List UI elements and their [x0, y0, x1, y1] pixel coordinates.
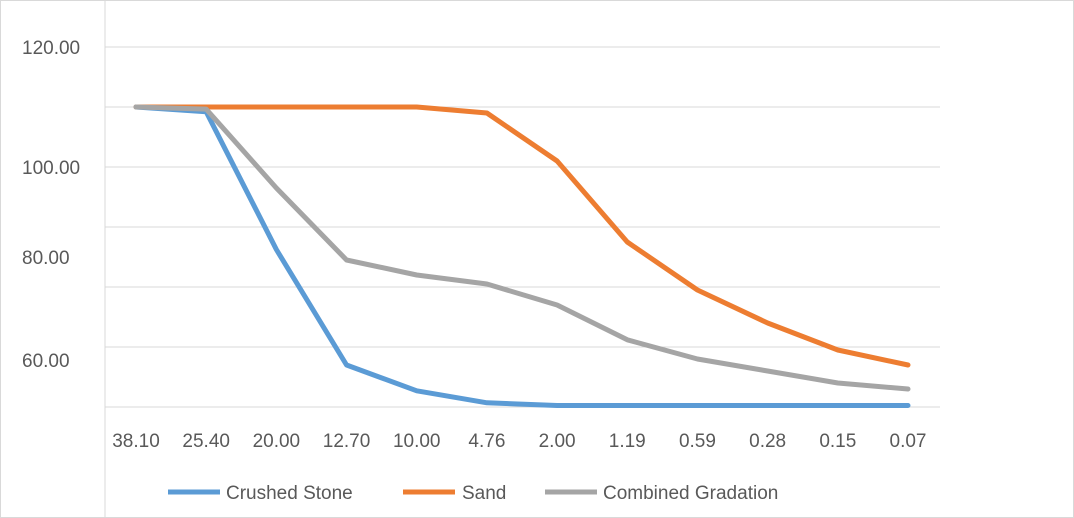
x-tick-label-11: 0.07	[890, 431, 927, 452]
legend-label-1: Sand	[462, 483, 506, 504]
x-tick-label-0: 38.10	[112, 431, 160, 452]
x-tick-label-7: 1.19	[609, 431, 646, 452]
series-line-2	[133, 104, 911, 392]
x-tick-label-8: 0.59	[679, 431, 716, 452]
y-tick-label-2: 80.00	[22, 248, 70, 269]
y-tick-label-0: 120.00	[22, 38, 80, 59]
x-tick-label-6: 2.00	[539, 431, 576, 452]
x-tick-label-4: 10.00	[393, 431, 441, 452]
y-tick-label-1: 100.00	[22, 158, 80, 179]
x-tick-label-1: 25.40	[182, 431, 230, 452]
x-tick-label-9: 0.28	[749, 431, 786, 452]
x-tick-label-2: 20.00	[253, 431, 301, 452]
y-tick-label-3: 60.00	[22, 351, 70, 372]
series-line-1	[133, 104, 911, 368]
legend-label-2: Combined Gradation	[603, 483, 778, 504]
series-line-0	[133, 104, 911, 408]
x-tick-label-10: 0.15	[819, 431, 856, 452]
x-tick-label-3: 12.70	[323, 431, 371, 452]
x-tick-label-5: 4.76	[468, 431, 505, 452]
legend-label-0: Crushed Stone	[226, 483, 353, 504]
